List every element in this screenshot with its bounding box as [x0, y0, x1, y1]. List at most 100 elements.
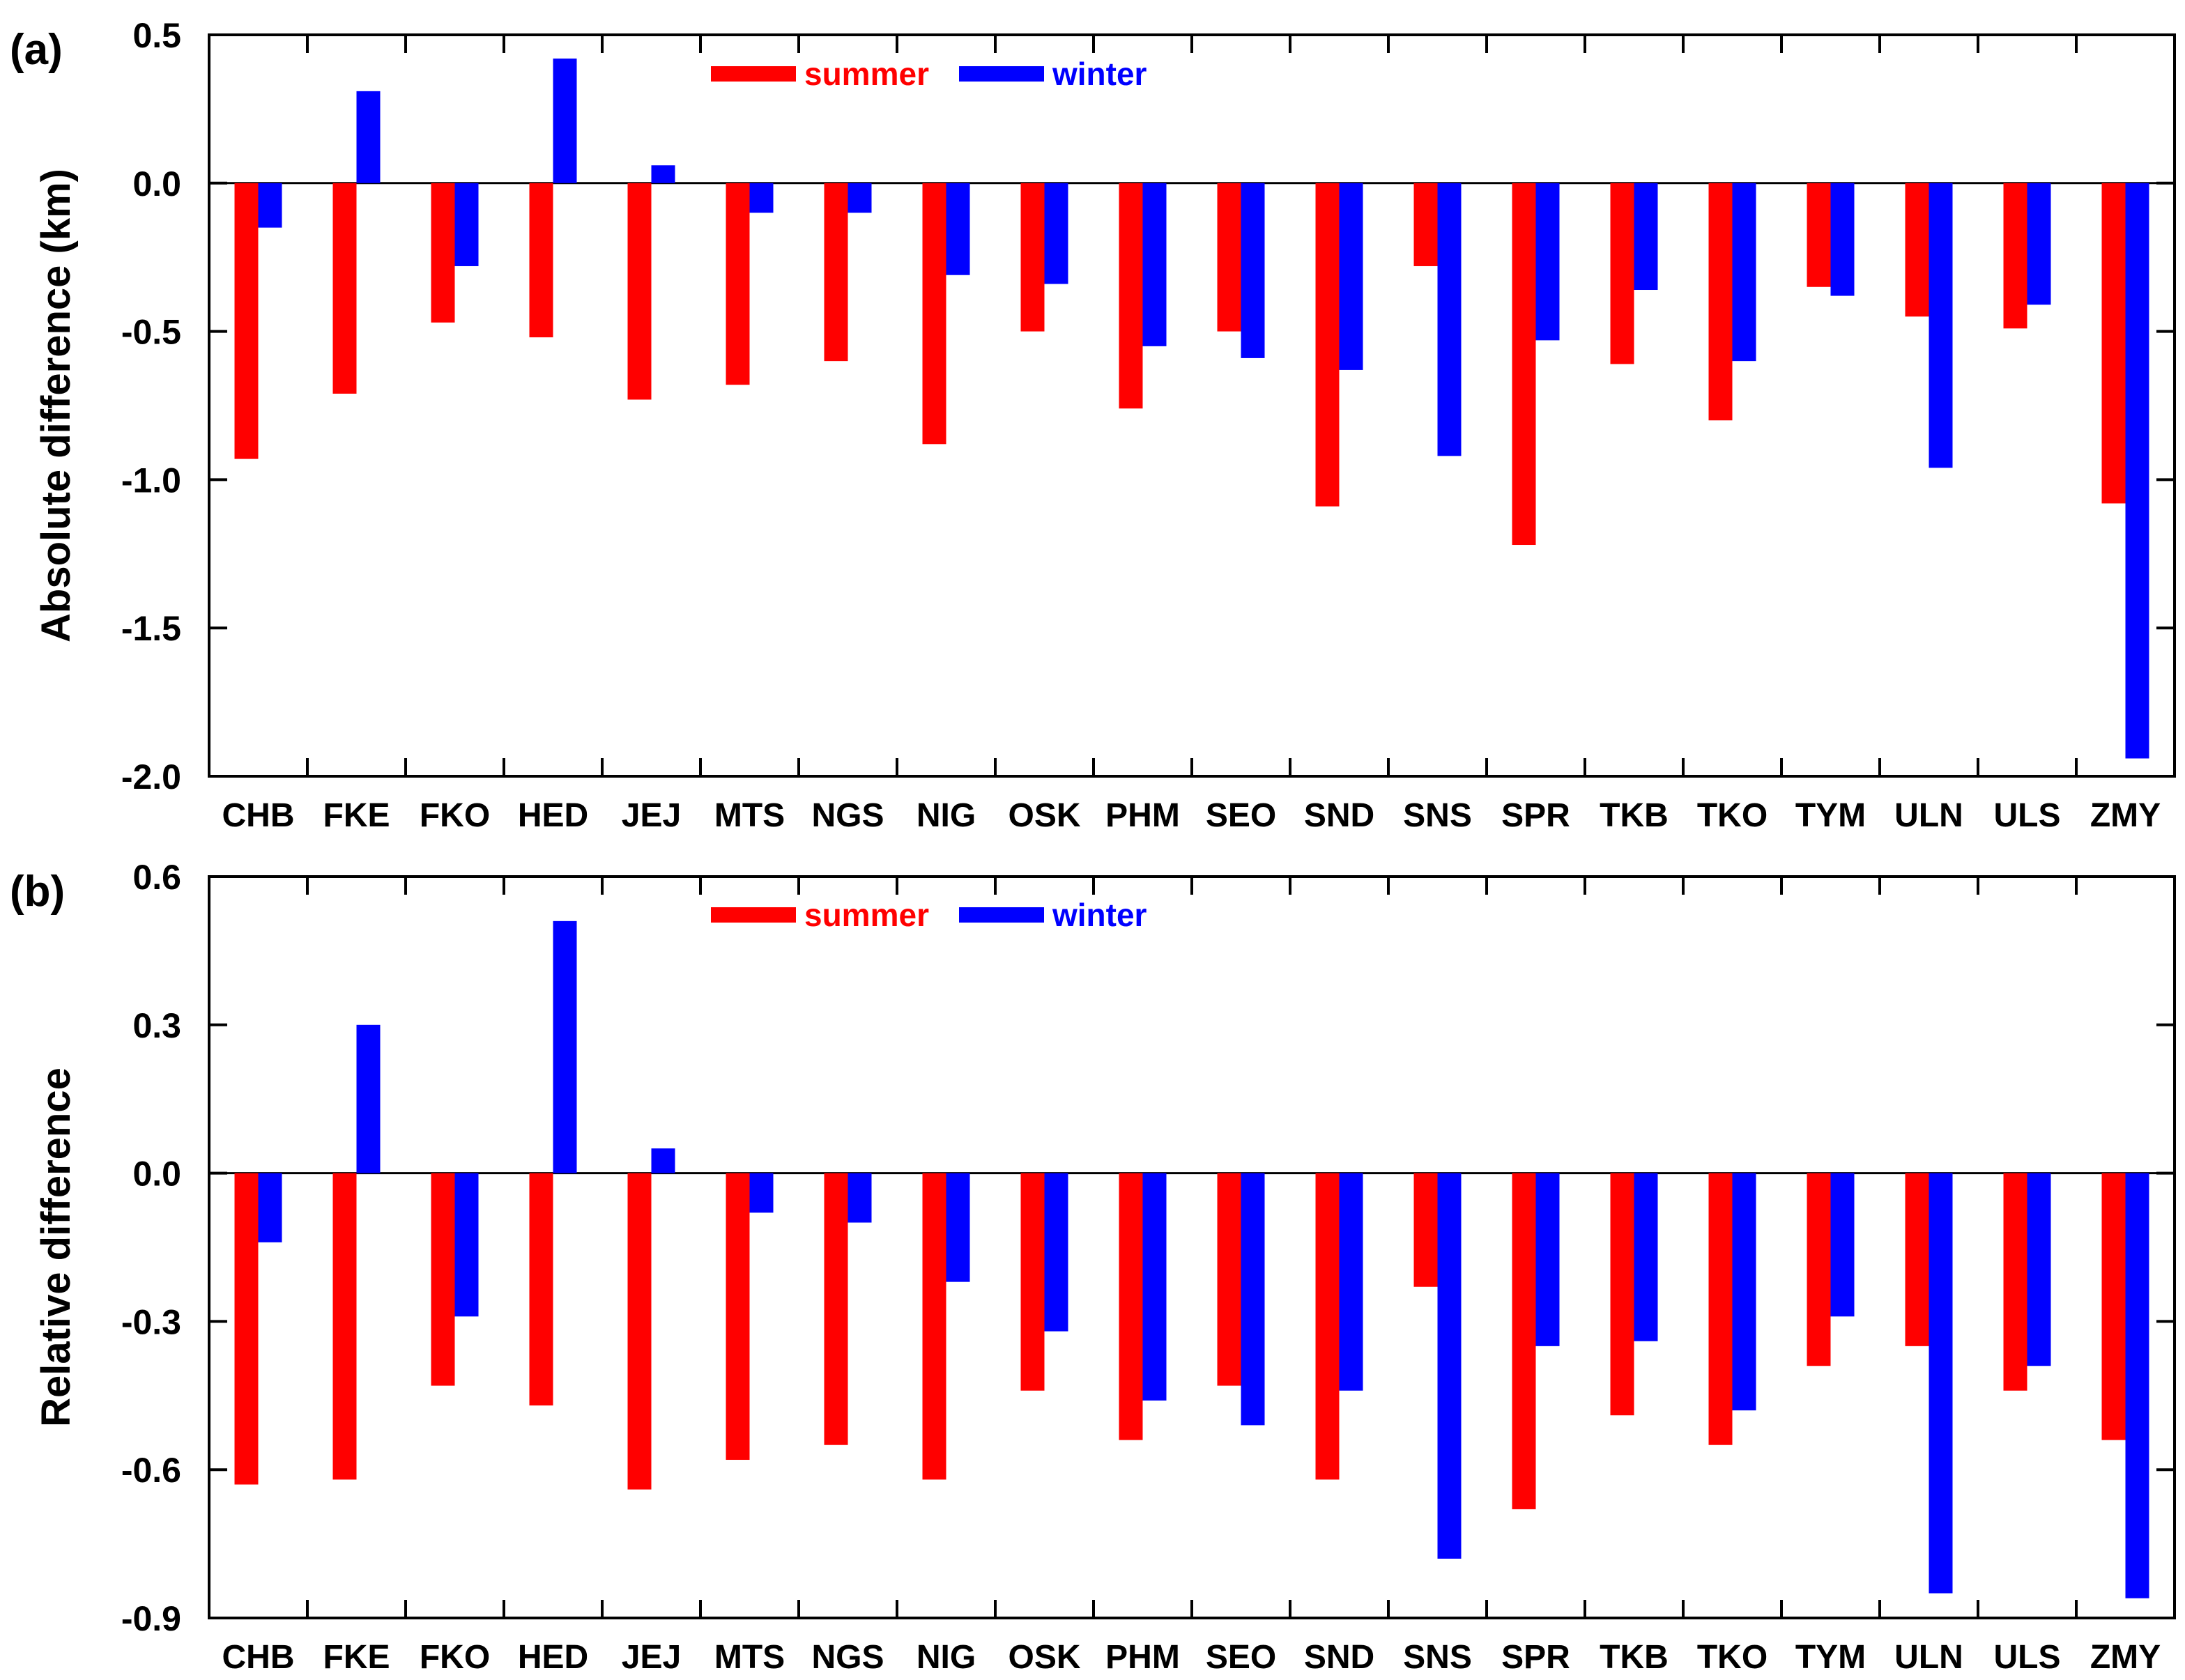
bar-winter: [1044, 1173, 1068, 1332]
bar-winter: [1142, 1173, 1167, 1401]
x-tick-label: FKE: [323, 797, 390, 834]
x-tick-label: TYM: [1795, 797, 1866, 834]
bar-summer: [1512, 183, 1536, 546]
bar-winter: [2125, 1173, 2149, 1598]
bar-summer: [627, 183, 652, 400]
x-tick-label: ULS: [1994, 797, 2061, 834]
bar-summer: [529, 1173, 553, 1405]
x-tick-label: PHM: [1105, 1639, 1180, 1676]
bar-winter: [1535, 1173, 1560, 1346]
bar-winter: [651, 165, 675, 183]
legend: summer winter: [711, 56, 1147, 92]
bar-summer: [1512, 1173, 1536, 1509]
bar-summer: [1217, 183, 1241, 332]
plot-frame: [208, 33, 2176, 778]
panel-a: 0.5 0.0 -0.5 -1.0 -1.5 -2.0 CHB FKE FKO HED JEJ MTS…: [10, 16, 2176, 834]
x-tick-label: ULN: [1894, 797, 1963, 834]
x-tick-label: JEJ: [622, 797, 681, 834]
y-axis-title: Relative difference: [33, 1068, 79, 1427]
x-tick-label: FKE: [323, 1639, 390, 1676]
bar-winter: [2027, 183, 2051, 305]
legend-swatch-winter: [959, 66, 1044, 82]
bar-summer: [922, 1173, 946, 1480]
y-axis-title: Absolute difference (km): [33, 169, 79, 642]
y-tick-label: -1.5: [121, 609, 181, 648]
x-tick-label: HED: [518, 1639, 588, 1676]
y-tick-label: -1.0: [121, 461, 181, 500]
x-tick-label: CHB: [222, 1639, 295, 1676]
x-tick-label: NGS: [811, 1639, 884, 1676]
x-tick-label: NIG: [917, 797, 976, 834]
bar-winter: [356, 1024, 381, 1173]
x-tick-label: SPR: [1501, 797, 1570, 834]
x-tick-label: ZMY: [2090, 1639, 2161, 1676]
x-tick-label: TKB: [1600, 797, 1669, 834]
bar-winter: [1732, 1173, 1756, 1411]
bar-summer: [1610, 183, 1634, 364]
bar-winter: [946, 1173, 970, 1282]
bar-summer: [431, 1173, 455, 1386]
bar-summer: [1708, 1173, 1733, 1445]
x-tick-label: SEO: [1206, 1639, 1276, 1676]
x-tick-label: HED: [518, 797, 588, 834]
bar-summer: [2101, 183, 2126, 504]
bar-winter: [1830, 1173, 1855, 1317]
bar-summer: [332, 183, 357, 394]
x-tick-label: SNS: [1403, 1639, 1472, 1676]
bar-winter: [1929, 183, 1953, 468]
bar-winter: [258, 183, 282, 228]
bar-winter: [553, 59, 577, 183]
bar-summer: [234, 183, 259, 459]
x-tick-label: OSK: [1008, 797, 1080, 834]
legend-label-winter: winter: [1052, 56, 1147, 92]
y-tick-label: -0.9: [121, 1599, 181, 1638]
bar-summer: [1315, 1173, 1340, 1480]
bar-winter: [258, 1173, 282, 1242]
y-tick-label: 0.5: [132, 16, 181, 55]
bar-summer: [1413, 1173, 1438, 1287]
bar-winter: [1830, 183, 1855, 296]
bar-summer: [1905, 1173, 1929, 1346]
bar-winter: [356, 91, 381, 183]
bar-winter: [2125, 183, 2149, 759]
bar-summer: [824, 1173, 848, 1445]
bar-summer: [1807, 1173, 1831, 1366]
bar-winter: [1929, 1173, 1953, 1594]
x-tick-label: NGS: [811, 797, 884, 834]
bar-summer: [1708, 183, 1733, 421]
panel-label: (b): [10, 868, 65, 916]
x-tick-label: MTS: [714, 797, 785, 834]
bar-summer: [1020, 1173, 1045, 1391]
legend-swatch-summer: [711, 907, 796, 923]
y-tick-label: -0.5: [121, 313, 181, 352]
bar-summer: [431, 183, 455, 323]
bar-summer: [2101, 1173, 2126, 1440]
panel-b: 0.6 0.3 0.0 -0.3 -0.6 -0.9 CHB FKE FKO HED JEJ MTS N…: [10, 858, 2176, 1676]
y-tick-label: 0.6: [132, 858, 181, 897]
legend-label-summer: summer: [804, 897, 929, 933]
panel-label: (a): [10, 26, 63, 74]
bar-winter: [1437, 183, 1462, 456]
bar-summer: [234, 1173, 259, 1485]
x-tick-label: SND: [1304, 1639, 1374, 1676]
bar-summer: [1610, 1173, 1634, 1416]
bar-winter: [1339, 183, 1363, 370]
bar-winter: [454, 183, 479, 266]
bar-winter: [1241, 183, 1265, 358]
bar-winter: [1241, 1173, 1265, 1426]
bar-summer: [726, 183, 750, 385]
x-tick-label: ULS: [1994, 1639, 2061, 1676]
x-tick-label: TKO: [1697, 1639, 1768, 1676]
bar-summer: [1315, 183, 1340, 507]
x-tick-label: ULN: [1894, 1639, 1963, 1676]
bar-winter: [2027, 1173, 2051, 1366]
bar-winter: [454, 1173, 479, 1317]
bar-winter: [1732, 183, 1756, 362]
bar-winter: [1634, 183, 1658, 291]
x-tick-label: FKO: [420, 797, 490, 834]
bar-summer: [824, 183, 848, 362]
bar-summer: [1119, 1173, 1143, 1440]
x-tick-label: FKO: [420, 1639, 490, 1676]
bar-summer: [1807, 183, 1831, 287]
bar-winter: [749, 1173, 774, 1213]
